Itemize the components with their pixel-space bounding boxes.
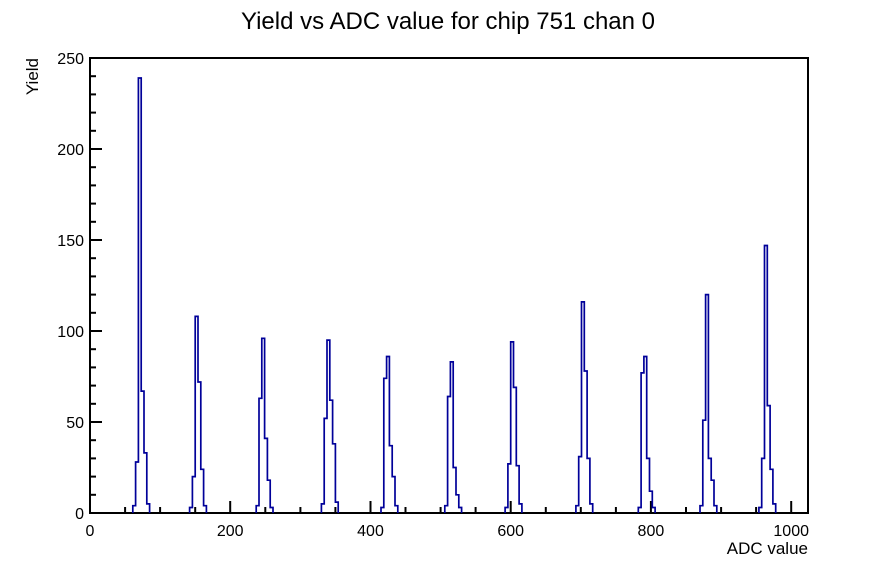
- x-tick-label: 800: [638, 523, 665, 540]
- x-tick-label: 400: [357, 523, 384, 540]
- histogram-spike: [504, 341, 523, 513]
- x-tick-label: 200: [217, 523, 244, 540]
- histogram-spike: [380, 355, 399, 513]
- x-tick-label: 600: [497, 523, 524, 540]
- y-tick-label: 50: [66, 415, 84, 432]
- histogram-spike: [255, 337, 274, 513]
- histogram-spike: [188, 315, 208, 513]
- histogram-spike: [131, 77, 151, 513]
- histogram-spike: [637, 355, 656, 513]
- y-tick-label: 250: [57, 51, 84, 68]
- y-tick-label: 0: [75, 506, 84, 523]
- plot-title: Yield vs ADC value for chip 751 chan 0: [240, 8, 655, 35]
- x-axis-title: ADC value: [727, 539, 808, 558]
- histogram-spike: [575, 301, 594, 513]
- y-tick-label: 200: [57, 142, 84, 159]
- y-tick-label: 100: [57, 324, 84, 341]
- y-axis-title: Yield: [23, 58, 42, 95]
- x-tick-label: 1000: [773, 523, 809, 540]
- y-tick-label: 150: [57, 233, 84, 250]
- histogram-spike: [443, 361, 463, 513]
- histogram-spike: [758, 244, 777, 513]
- plot-frame: [89, 57, 809, 514]
- histogram-spike: [699, 293, 718, 513]
- histogram-spike: [320, 339, 340, 513]
- x-tick-label: 0: [86, 523, 95, 540]
